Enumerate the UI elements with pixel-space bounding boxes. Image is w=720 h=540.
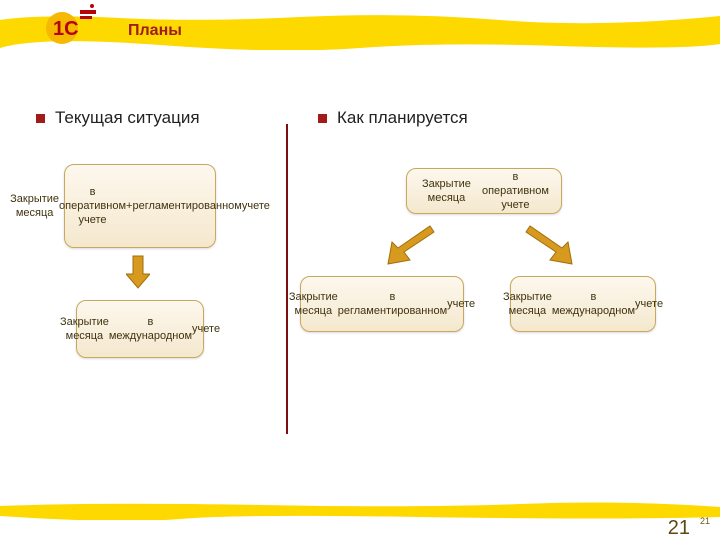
footer-band: [0, 502, 720, 520]
header-band: [0, 14, 720, 50]
box-left-2: Закрытие месяцав международномучете: [76, 300, 204, 358]
arrow-down-icon: [126, 254, 150, 290]
arrow-down-right-icon: [524, 220, 576, 268]
left-heading-row: Текущая ситуация: [36, 108, 286, 128]
box-right-bottom-right: Закрытие месяцав международномучете: [510, 276, 656, 332]
logo-1c: 1C: [42, 4, 98, 46]
arrow-down-left-icon: [384, 220, 436, 268]
box-right-top: Закрытие месяцав оперативном учете: [406, 168, 562, 214]
right-heading: Как планируется: [337, 108, 468, 128]
slide-title: Планы: [128, 22, 182, 40]
content-area: Текущая ситуация Закрытие месяцав операт…: [36, 108, 690, 480]
page-number-large: 21: [668, 517, 690, 540]
right-heading-row: Как планируется: [318, 108, 690, 128]
bullet-icon: [318, 114, 327, 123]
page-number-small: 21: [700, 516, 710, 526]
bullet-icon: [36, 114, 45, 123]
box-left-1: Закрытие месяцав оперативном учете+регла…: [64, 164, 216, 248]
svg-text:1C: 1C: [53, 18, 79, 40]
box-right-bottom-left: Закрытие месяцав регламентированномучете: [300, 276, 464, 332]
left-heading: Текущая ситуация: [55, 108, 200, 128]
column-left: Текущая ситуация Закрытие месяцав операт…: [36, 108, 286, 480]
column-right: Как планируется Закрытие месяцав операти…: [288, 108, 690, 480]
